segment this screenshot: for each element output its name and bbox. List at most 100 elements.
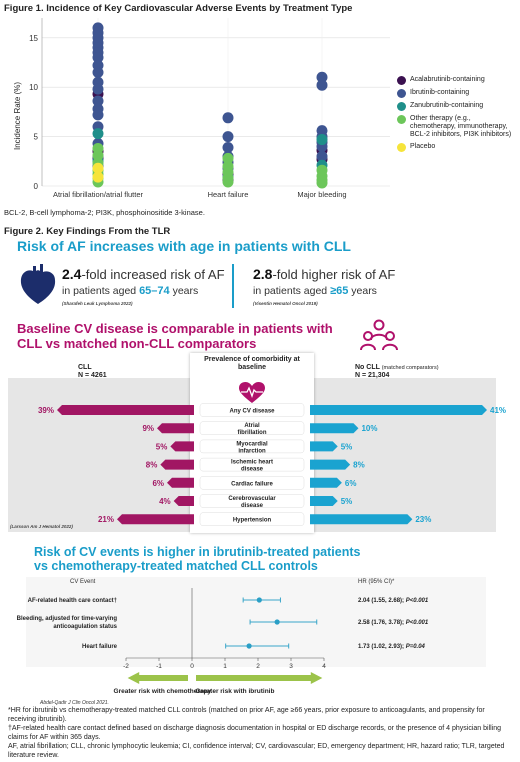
cll-header: CLL N = 4261 — [78, 364, 107, 381]
forest-x-tick: 3 — [289, 663, 293, 670]
cll-bar-label: 6% — [152, 479, 164, 488]
comorbidity-cite: (Larsson Am J Hematol 2022) — [10, 524, 73, 529]
forest-point — [256, 597, 262, 603]
scatter-point — [222, 141, 234, 153]
section2-title-line1: Baseline CV disease is comparable in pat… — [17, 321, 333, 336]
legend-label: Other therapy (e.g., chemotherapy, immun… — [410, 115, 512, 139]
scatter-point — [222, 152, 234, 164]
nocll-bar — [310, 459, 351, 470]
forest-event-label: anticoagulation status — [53, 624, 117, 630]
nocll-header: No CLL (matched comparators) N = 21,304 — [355, 364, 439, 381]
stat2-cite: (Visentin Hematol Oncol 2019) — [253, 301, 318, 306]
center-header: Prevalence of comorbidity at baseline — [204, 356, 300, 372]
figure2-title: Figure 2. Key Findings From the TLR — [4, 226, 171, 237]
cll-bar-label: 9% — [142, 424, 154, 433]
cll-bar — [173, 496, 194, 506]
nocll-bar — [310, 405, 487, 415]
arrow-left-icon — [127, 672, 188, 684]
comorbidity-label: disease — [241, 503, 264, 509]
y-axis-label: Incidence Rate (%) — [13, 82, 22, 150]
scatter-point — [92, 128, 104, 140]
section3-title-line1: Risk of CV events is higher in ibrutinib… — [34, 545, 361, 559]
legend-item: Ibrutinib-containing — [397, 89, 515, 98]
cll-bar-label: 5% — [156, 442, 168, 451]
comorbidity-label: Myocardial — [236, 441, 268, 447]
stat2: 2.8-fold higher risk of AF in patients a… — [253, 266, 395, 306]
heart-organ-icon — [20, 264, 56, 304]
comorbidity-label: Cerebrovascular — [228, 496, 276, 502]
nocll-bar-label: 5% — [341, 442, 353, 451]
col-hr: HR (95% CI)* — [358, 579, 395, 585]
forest-event-label: Bleeding, adjusted for time-varying — [17, 616, 118, 622]
comorbidity-label: Ischemic heart — [231, 460, 273, 466]
stat1-value: 2.4 — [62, 266, 82, 282]
cll-bar — [157, 423, 194, 434]
comorbidity-label: fibrillation — [238, 430, 267, 436]
stat-divider — [232, 264, 234, 308]
legend-swatch — [397, 89, 406, 98]
scatter-point — [92, 83, 104, 95]
nocll-bar-label: 41% — [490, 406, 506, 415]
stat2-line2a: in patients aged — [253, 285, 331, 297]
cll-bar-label: 8% — [146, 461, 158, 470]
forest-x-tick: 0 — [190, 663, 194, 670]
comorbidity-label: Atrial — [244, 423, 260, 429]
legend-swatch — [397, 102, 406, 111]
y-tick-label: 0 — [34, 182, 39, 191]
left-arrow-label: Greater risk with chemotherapy — [114, 688, 212, 695]
stat2-line2c: years — [348, 285, 377, 297]
footnote-2: †AF-related health care contact defined … — [8, 725, 502, 742]
comorbidity-label: infarction — [238, 448, 266, 454]
legend-item: Placebo — [397, 143, 515, 153]
stat2-age: ≥65 — [330, 285, 349, 297]
legend-item: Zanubrutinib-containing — [397, 102, 515, 111]
comorbidity-bar-chart: 39% 41% Any CV disease 9% 10% Atrialfibrillat… — [38, 403, 506, 526]
cll-bar-label: 4% — [159, 497, 171, 506]
section2-title-line2: CLL vs matched non-CLL comparators — [17, 335, 257, 351]
scatter-point — [92, 162, 104, 174]
forest-hr-text: 2.58 (1.76, 3.78); P<0.001 — [358, 620, 429, 626]
section3-title-line2: vs chemotherapy-treated matched CLL cont… — [34, 559, 318, 574]
stat2-value: 2.8 — [253, 266, 273, 282]
forest-x-tick: 1 — [223, 663, 227, 670]
legend-item: Other therapy (e.g., chemotherapy, immun… — [397, 115, 515, 139]
nocll-label: No CLL — [355, 364, 380, 371]
cll-bar-label: 21% — [98, 515, 114, 524]
nocll-bar — [310, 441, 338, 452]
forest-plot: -2 -1 0 1 2 3 4 AF-related health care contact†… — [17, 588, 429, 695]
forest-hr-text: 2.04 (1.55, 2.68); P<0.001 — [358, 598, 429, 604]
forest-event-label: AF-related health care contact† — [28, 598, 117, 604]
legend-swatch — [397, 115, 406, 124]
y-tick-label: 10 — [29, 83, 38, 92]
legend-swatch — [397, 76, 406, 85]
stat1-text: -fold increased risk of AF — [81, 267, 225, 282]
scatter-point — [222, 176, 234, 188]
forest-event-label: Heart failure — [82, 644, 118, 650]
x-tick-label: Atrial fibrillation/atrial flutter — [53, 190, 144, 199]
section3-title: Risk of CV events is higher in ibrutinib… — [34, 545, 360, 574]
section3-cite: Abdel-Qadir J Clin Oncol 2021. — [40, 700, 109, 706]
forest-point — [274, 619, 280, 625]
cll-label: CLL — [78, 364, 92, 371]
stat1: 2.4-fold increased risk of AF in patient… — [62, 266, 225, 306]
x-tick-label: Major bleeding — [297, 190, 346, 199]
people-group-icon — [360, 319, 398, 351]
footnotes: *HR for ibrutinib vs chemotherapy-treate… — [8, 706, 514, 761]
scatter-point — [316, 79, 328, 91]
scatter-point — [92, 52, 104, 64]
scatter-point — [222, 112, 234, 124]
nocll-bar — [310, 423, 359, 434]
stat1-line2c: years — [169, 285, 199, 297]
legend-label: Placebo — [410, 143, 436, 151]
col-event: CV Event — [70, 579, 96, 585]
footnote-1: *HR for ibrutinib vs chemotherapy-treate… — [8, 707, 485, 724]
nocll-bar-label: 10% — [361, 424, 377, 433]
comorbidity-label: Cardiac failure — [231, 481, 273, 487]
arrow-right-icon — [196, 672, 323, 684]
cll-bar-label: 39% — [38, 406, 54, 415]
scatter-chart: 0 5 10 15 Atrial fibrillation/atrial flutter… — [13, 18, 390, 199]
cll-bar — [167, 477, 194, 488]
legend-label: Zanubrutinib-containing — [410, 102, 484, 109]
nocll-bar — [310, 514, 413, 525]
cll-bar — [170, 441, 194, 452]
